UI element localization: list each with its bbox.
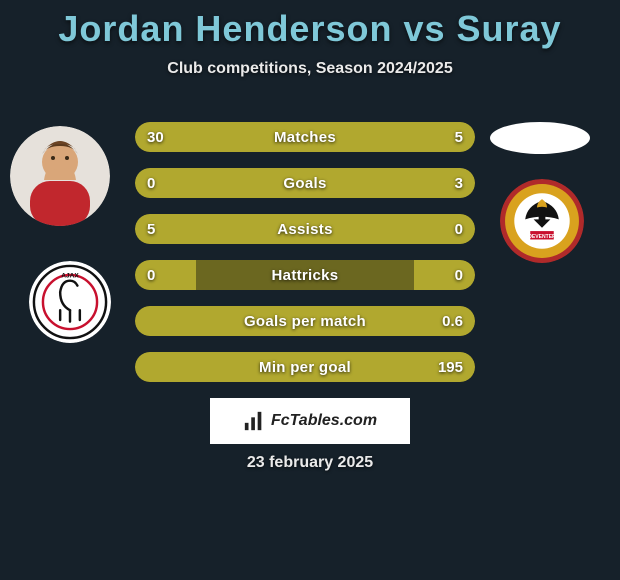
stat-row: 03Goals: [135, 168, 475, 198]
stat-row: 195Min per goal: [135, 352, 475, 382]
stat-label: Goals per match: [135, 306, 475, 336]
stat-label: Goals: [135, 168, 475, 198]
stat-row: 50Assists: [135, 214, 475, 244]
svg-text:AJAX: AJAX: [61, 272, 79, 279]
crest-icon: DEVENTER: [500, 179, 584, 263]
fctables-badge: FcTables.com: [210, 398, 410, 444]
left-club-crest: AJAX: [29, 261, 111, 343]
footer-date: 23 february 2025: [0, 454, 620, 472]
stat-label: Matches: [135, 122, 475, 152]
stat-row: 0.6Goals per match: [135, 306, 475, 336]
chart-icon: [243, 410, 265, 432]
stat-label: Min per goal: [135, 352, 475, 382]
player-icon: [10, 126, 110, 226]
badge-text: FcTables.com: [271, 412, 377, 430]
stat-label: Assists: [135, 214, 475, 244]
svg-text:DEVENTER: DEVENTER: [528, 234, 556, 240]
stat-bars: 305Matches 03Goals 50Assists 00Hattricks 0.6…: [135, 122, 475, 398]
stat-label: Hattricks: [135, 260, 475, 290]
stat-row: 00Hattricks: [135, 260, 475, 290]
right-player-avatar: [490, 122, 590, 154]
page-title: Jordan Henderson vs Suray: [0, 0, 620, 50]
right-club-crest: DEVENTER: [500, 179, 584, 263]
left-player-avatar: [10, 126, 110, 226]
crest-icon: AJAX: [29, 261, 111, 343]
stat-row: 305Matches: [135, 122, 475, 152]
subtitle: Club competitions, Season 2024/2025: [0, 60, 620, 78]
